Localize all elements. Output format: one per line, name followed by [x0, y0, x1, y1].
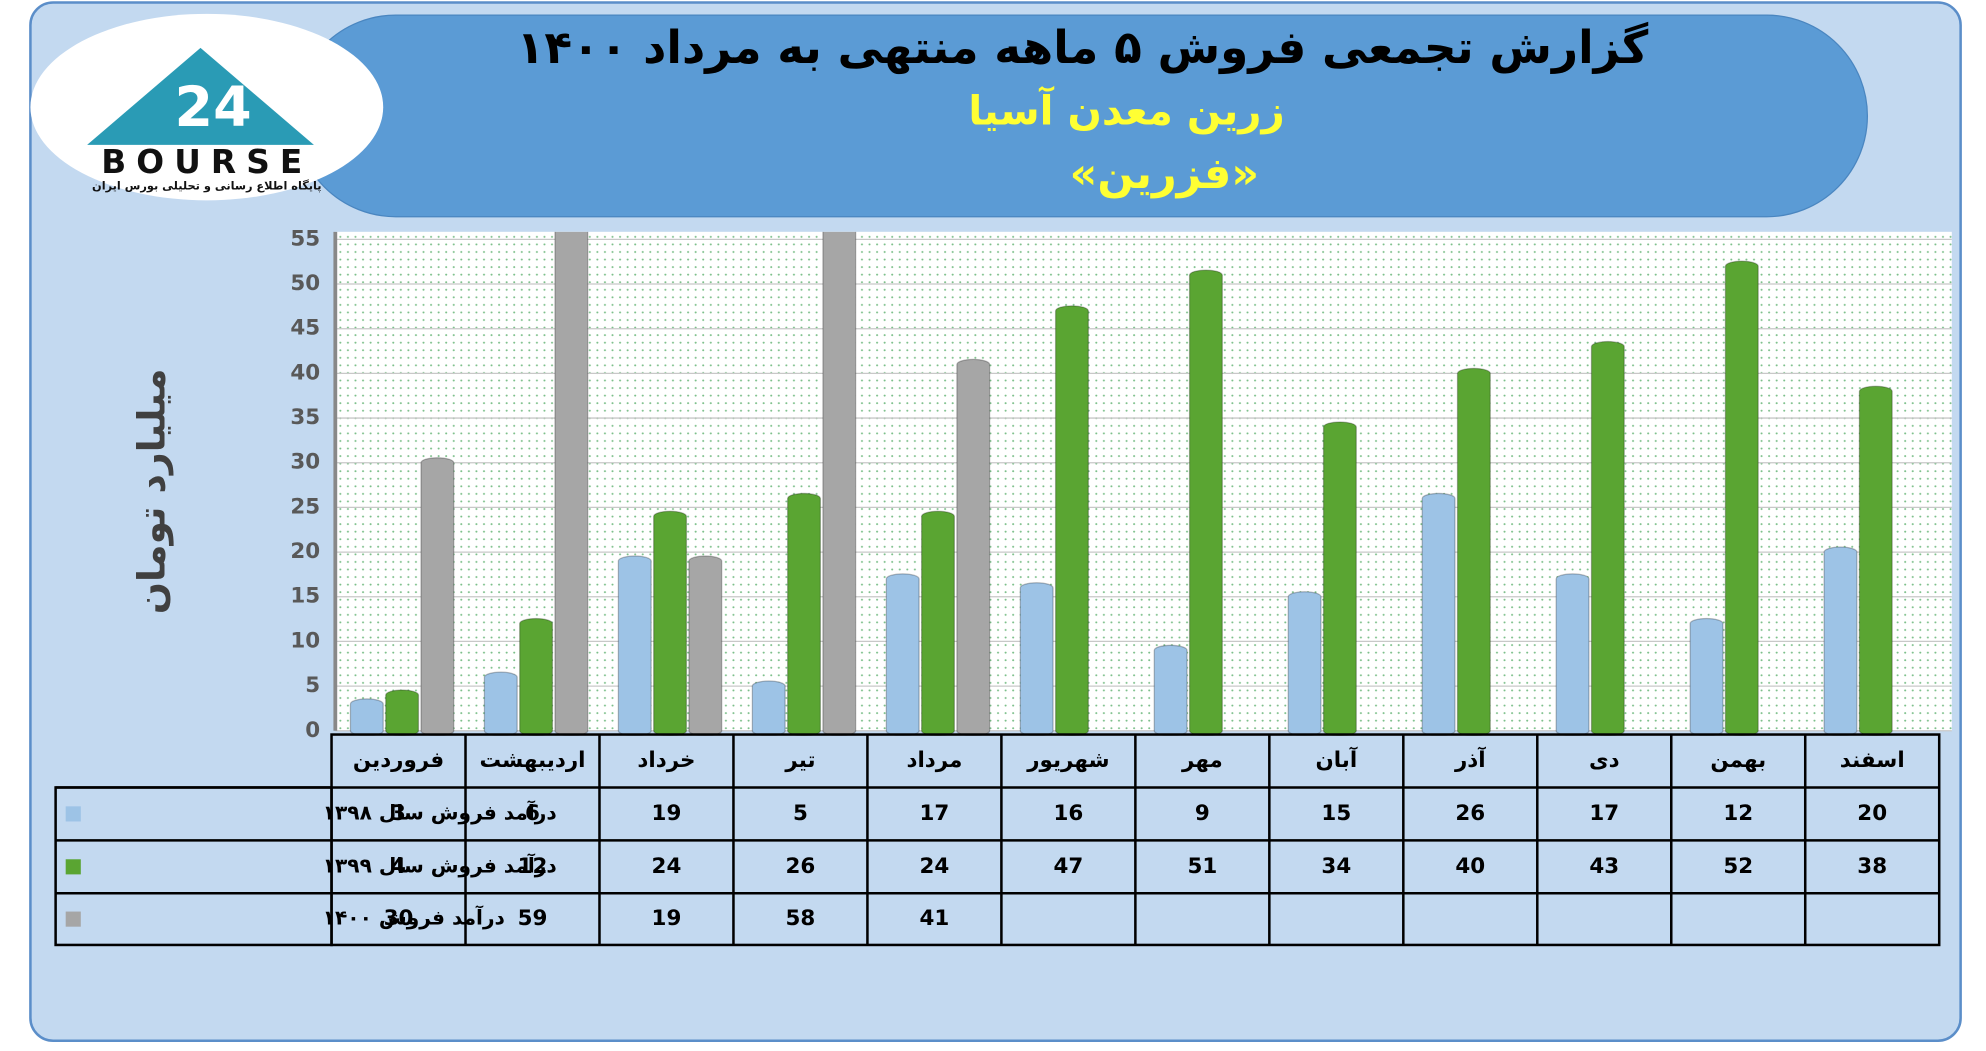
chart-title: گزارش تجمعی فروش ۵ ماهه منتهی به مرداد ۱… [517, 21, 1649, 74]
bar [885, 573, 920, 736]
data-table-value: 40 [1455, 854, 1485, 879]
bar [1421, 492, 1456, 736]
x-tick-label: آذر [1454, 746, 1486, 773]
bar [1153, 644, 1188, 736]
bar [1858, 385, 1893, 736]
data-table-value: 17 [1589, 801, 1619, 826]
bar [1689, 617, 1724, 736]
bar [1322, 421, 1357, 736]
logo-icon [87, 47, 314, 145]
bar [554, 231, 589, 736]
bar [1823, 546, 1858, 736]
bar [1287, 591, 1322, 736]
chart-subtitle: زرین معدن آسیا [968, 85, 1284, 134]
bar [688, 555, 723, 736]
bar [956, 358, 991, 736]
y-tick-label: 15 [290, 584, 320, 609]
x-tick-label: فروردین [353, 748, 444, 773]
data-table-value: 19 [652, 801, 682, 826]
plot-area [335, 231, 1952, 731]
logo-mark: 24 [175, 76, 252, 140]
y-tick-label: 55 [290, 226, 320, 251]
x-tick-label: مرداد [906, 748, 962, 773]
legend-swatch [65, 859, 81, 875]
data-table-value: 41 [920, 906, 950, 931]
data-table-value: 38 [1857, 854, 1887, 879]
bar [483, 671, 518, 736]
data-table-value: 58 [786, 906, 816, 931]
bar [1724, 260, 1759, 736]
bar [751, 680, 786, 736]
data-table-value: 52 [1723, 854, 1753, 879]
data-table-value: 26 [1455, 801, 1485, 826]
bar [1188, 269, 1223, 736]
data-table-value: 19 [652, 906, 682, 931]
y-tick-label: 45 [290, 316, 320, 341]
legend-swatch [65, 806, 81, 822]
logo-name: BOURSE [101, 143, 312, 181]
data-table-value: 4 [391, 854, 406, 879]
x-tick-label: تیر [784, 748, 815, 773]
legend-swatch [65, 911, 81, 927]
bar [1019, 582, 1054, 736]
data-table-value: 34 [1321, 854, 1351, 879]
legend-label: درآمد فروش سال ۱۳۹۸ [323, 799, 557, 824]
data-table-value: 24 [920, 854, 950, 879]
logo-tagline: پایگاه اطلاع رسانی و تحلیلی بورس ایران [92, 178, 322, 192]
bar [1456, 367, 1491, 736]
data-table-value: 5 [793, 801, 808, 826]
y-tick-label: 35 [290, 405, 320, 430]
data-table-value: 16 [1053, 801, 1083, 826]
x-tick-label: مهر [1181, 748, 1223, 773]
data-table-value: 20 [1857, 801, 1887, 826]
data-table-value: 15 [1321, 801, 1351, 826]
y-tick-label: 10 [290, 628, 320, 653]
bar [519, 617, 554, 736]
x-tick-label: آبان [1315, 746, 1357, 773]
y-tick-label: 5 [305, 673, 320, 698]
y-tick-label: 30 [290, 450, 320, 475]
bar [617, 555, 652, 736]
data-table-value: 43 [1589, 854, 1619, 879]
data-table-value: 3 [391, 801, 406, 826]
bar [385, 689, 420, 736]
y-axis-label: میلیارد تومان [129, 368, 173, 614]
bars [349, 231, 1893, 736]
y-tick-label: 0 [305, 718, 320, 743]
y-tick-label: 25 [290, 494, 320, 519]
y-tick-label: 50 [290, 271, 320, 296]
bar [822, 231, 857, 736]
y-tick-label: 40 [290, 360, 320, 385]
x-tick-label: اسفند [1840, 748, 1905, 773]
y-tick-label: 20 [290, 539, 320, 564]
data-table-value: 24 [652, 854, 682, 879]
data-table-value: 6 [525, 801, 540, 826]
legend-label: درآمد فروش ۱۴۰۰ [323, 905, 505, 930]
data-table-value: 26 [786, 854, 816, 879]
chart-subtitle: «فزرین» [1070, 149, 1259, 199]
data-table-value: 59 [518, 906, 548, 931]
x-tick-label: بهمن [1710, 748, 1766, 773]
bar [420, 457, 455, 736]
bar [1054, 305, 1089, 736]
data-table-value: 12 [518, 854, 548, 879]
x-tick-label: شهریور [1026, 748, 1109, 773]
bar [349, 698, 384, 736]
x-tick-label: اردیبهشت [479, 748, 585, 773]
data-table-value: 47 [1053, 854, 1083, 879]
x-tick-label: خرداد [637, 748, 695, 773]
bar [653, 510, 688, 736]
bar [920, 510, 955, 736]
legend-label: درآمد فروش سال ۱۳۹۹ [323, 852, 557, 877]
bar [787, 492, 822, 736]
bar [1555, 573, 1590, 736]
x-tick-label: دی [1589, 748, 1620, 773]
data-table-value: 12 [1723, 801, 1753, 826]
data-table-value: 51 [1187, 854, 1217, 879]
data-table-value: 30 [384, 906, 414, 931]
data-table-value: 17 [920, 801, 950, 826]
data-table-value: 9 [1195, 801, 1210, 826]
bar [1590, 340, 1625, 736]
